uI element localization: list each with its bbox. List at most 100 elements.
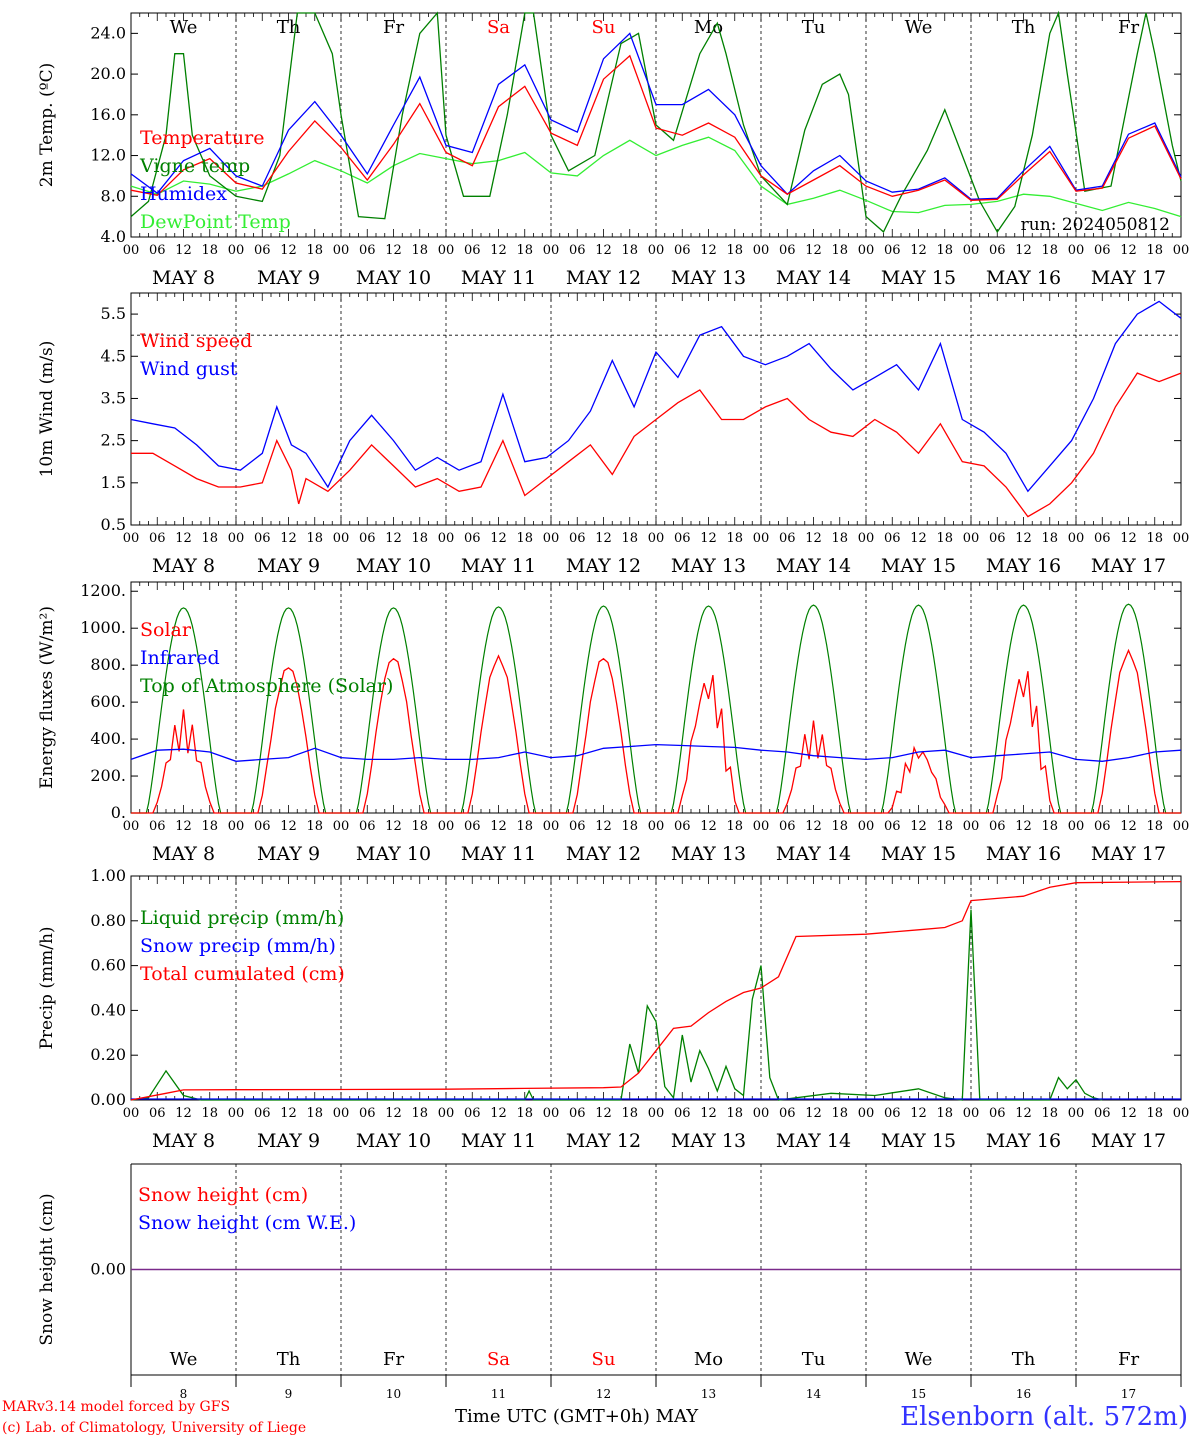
date-label: MAY 14	[776, 1130, 851, 1152]
hour-tick-label: 00	[1068, 1106, 1085, 1121]
series-line	[131, 648, 1181, 814]
lab-credit: (c) Lab. of Climatology, University of L…	[2, 1420, 307, 1436]
hour-tick-label: 00	[228, 819, 245, 834]
series-line	[130, 54, 1182, 201]
date-label: MAY 16	[986, 555, 1061, 577]
hour-tick-label: 12	[910, 531, 927, 546]
hour-tick-label: 12	[490, 1106, 507, 1121]
series-line	[130, 32, 1182, 200]
hour-tick-label: 06	[674, 1106, 691, 1121]
hour-tick-label: 00	[1068, 819, 1085, 834]
day-of-week-label: Mo	[694, 17, 723, 38]
hour-tick-label: 18	[201, 1106, 218, 1121]
time-axis-title-text: Time UTC (GMT+0h)	[455, 1406, 650, 1427]
hour-tick-label: 12	[700, 531, 717, 546]
date-label: MAY 11	[461, 843, 536, 865]
hour-tick-label: 00	[858, 1106, 875, 1121]
day-number-label: 16	[1016, 1387, 1031, 1401]
hour-tick-label: 06	[1094, 243, 1111, 258]
hour-tick-label: 00	[858, 819, 875, 834]
y-axis-label: Snow height (cm)	[37, 1193, 57, 1345]
hour-tick-label: 06	[359, 243, 376, 258]
date-label: MAY 15	[881, 843, 956, 865]
hour-tick-label: 00	[1068, 531, 1085, 546]
hour-tick-label: 00	[858, 531, 875, 546]
date-label: MAY 9	[257, 267, 320, 289]
hour-tick-label: 18	[306, 819, 323, 834]
date-label: MAY 13	[671, 1130, 746, 1152]
hour-tick-label: 18	[1041, 1106, 1058, 1121]
y-tick-label: 2.5	[101, 431, 126, 450]
hour-tick-label: 06	[779, 1106, 796, 1121]
legend-entry: Top of Atmosphere (Solar)	[140, 675, 393, 697]
hour-tick-label: 18	[936, 1106, 953, 1121]
y-tick-label: 1200.	[80, 581, 126, 600]
hour-tick-label: 12	[385, 1106, 402, 1121]
hour-tick-label: 18	[1146, 243, 1163, 258]
hour-tick-label: 00	[648, 1106, 665, 1121]
hour-tick-label: 12	[1120, 243, 1137, 258]
hour-tick-label: 12	[175, 243, 192, 258]
hour-tick-label: 18	[1146, 531, 1163, 546]
y-tick-label: 0.80	[90, 911, 126, 930]
legend-entry: Snow precip (mm/h)	[140, 935, 336, 957]
series-line	[130, 880, 1182, 1101]
hour-tick-label: 06	[359, 819, 376, 834]
day-of-week-label: Tu	[802, 1349, 826, 1370]
hour-tick-label: 18	[1041, 243, 1058, 258]
hour-tick-label: 06	[254, 1106, 271, 1121]
hour-tick-label: 00	[963, 531, 980, 546]
y-tick-label: 20.0	[90, 64, 126, 83]
hour-tick-label: 06	[149, 531, 166, 546]
hour-tick-label: 06	[674, 531, 691, 546]
panel-1: 2m Temp. (ºC) 00 06 12 18 00 06 12 18 00 06 12 18 00 0…	[37, 10, 1189, 289]
hour-tick-label: 06	[359, 1106, 376, 1121]
hour-tick-label: 06	[1094, 1106, 1111, 1121]
hour-tick-label: 18	[1041, 531, 1058, 546]
hour-tick-label: 06	[779, 531, 796, 546]
hour-tick-label: 00	[1068, 243, 1085, 258]
y-tick-label: 600.	[90, 692, 126, 711]
hour-tick-label: 00	[123, 1106, 140, 1121]
hour-tick-label: 18	[306, 531, 323, 546]
hour-tick-label: 00	[753, 243, 770, 258]
legend-entry: Wind speed	[140, 330, 252, 352]
day-of-week-label: Th	[277, 1349, 301, 1370]
y-tick-label: 4.5	[101, 346, 126, 365]
hour-tick-label: 18	[936, 819, 953, 834]
y-tick-label: 3.5	[101, 388, 126, 407]
hour-tick-label: 06	[884, 531, 901, 546]
hour-tick-label: 12	[385, 819, 402, 834]
date-label: MAY 17	[1091, 267, 1166, 289]
legend-entry: Liquid precip (mm/h)	[140, 907, 344, 929]
hour-tick-label: 18	[516, 819, 533, 834]
day-number-label: 14	[806, 1387, 822, 1401]
hour-tick-label: 00	[543, 819, 560, 834]
y-axis-label: Energy fluxes (W/m²)	[37, 606, 57, 789]
hour-tick-label: 06	[464, 1106, 481, 1121]
panel-3: Energy fluxes (W/m²) 00 06 12 18 00 06 12 18 00 06…	[37, 581, 1189, 865]
hour-tick-label: 12	[595, 819, 612, 834]
hour-tick-label: 18	[831, 819, 848, 834]
date-label: MAY 14	[776, 843, 851, 865]
y-tick-label: 1.5	[101, 473, 126, 492]
hour-tick-label: 12	[1015, 243, 1032, 258]
legend-entry: Infrared	[140, 647, 220, 669]
date-label: MAY 17	[1091, 843, 1166, 865]
day-number-label: 8	[180, 1387, 188, 1401]
hour-tick-label: 12	[805, 1106, 822, 1121]
date-label: MAY 11	[461, 267, 536, 289]
hour-tick-label: 06	[884, 819, 901, 834]
date-label: MAY 9	[257, 555, 320, 577]
y-tick-label: 0.5	[101, 515, 126, 534]
series-line	[130, 10, 1182, 234]
date-label: MAY 12	[566, 267, 641, 289]
hour-tick-label: 18	[306, 243, 323, 258]
date-label: MAY 16	[986, 843, 1061, 865]
hour-tick-label: 00	[123, 531, 140, 546]
day-of-week-label: Th	[1012, 1349, 1036, 1370]
day-of-week-label: We	[905, 17, 933, 38]
day-of-week-label: Th	[1012, 17, 1036, 38]
series-line	[130, 300, 1182, 493]
